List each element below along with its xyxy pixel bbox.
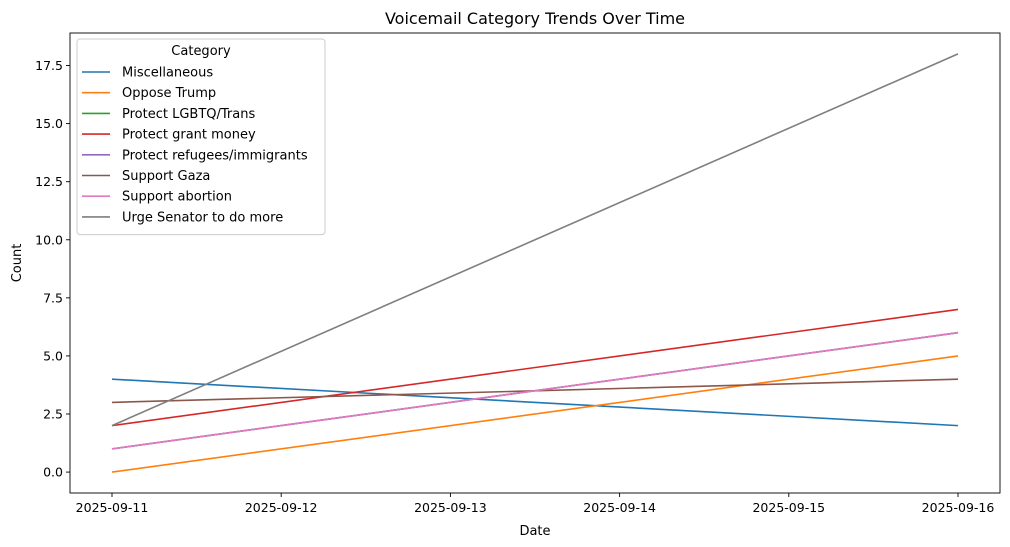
legend-label-5: Support Gaza [122, 169, 210, 184]
x-tick-label-3: 2025-09-14 [583, 500, 656, 515]
legend-label-3: Protect grant money [122, 128, 256, 143]
legend-label-6: Support abortion [122, 190, 232, 205]
series-line-0 [111, 378, 959, 427]
legend-title: Category [171, 44, 231, 59]
x-tick-label-0: 2025-09-11 [76, 500, 149, 515]
x-axis-label: Date [519, 524, 550, 539]
x-tick-label-5: 2025-09-16 [922, 500, 995, 515]
x-tick-label-1: 2025-09-12 [245, 500, 318, 515]
axes: 2025-09-11 2025-09-12 2025-09-13 2025-09-14… [35, 32, 1001, 515]
chart-title: Voicemail Category Trends Over Time [385, 9, 685, 28]
legend: Category Miscellaneous Oppose Trump Protect… [76, 38, 326, 236]
legend-box [76, 38, 326, 236]
y-tick-label-6: 15.0 [35, 116, 63, 131]
series-line-7 [111, 53, 959, 427]
legend-label-0: Miscellaneous [122, 66, 213, 81]
y-tick-label-3: 7.5 [43, 290, 63, 305]
series-lines [111, 53, 959, 473]
legend-label-2: Protect LGBTQ/Trans [122, 107, 255, 122]
x-tick-label-2: 2025-09-13 [414, 500, 487, 515]
y-tick-label-4: 10.0 [35, 232, 63, 247]
y-tick-label-1: 2.5 [43, 407, 63, 422]
legend-label-7: Urge Senator to do more [122, 210, 283, 225]
plot-frame [69, 32, 1001, 494]
y-tick-label-7: 17.5 [35, 58, 63, 73]
series-line-3 [111, 308, 959, 427]
legend-label-1: Oppose Trump [122, 86, 216, 101]
legend-label-4: Protect refugees/immigrants [122, 148, 308, 163]
y-tick-label-0: 0.0 [43, 465, 63, 480]
x-tick-label-4: 2025-09-15 [752, 500, 825, 515]
y-tick-label-2: 5.0 [43, 348, 63, 363]
y-tick-label-5: 12.5 [35, 174, 63, 189]
series-line-1 [111, 355, 959, 473]
series-line-6 [111, 331, 959, 450]
y-axis-label: Count [10, 244, 25, 283]
